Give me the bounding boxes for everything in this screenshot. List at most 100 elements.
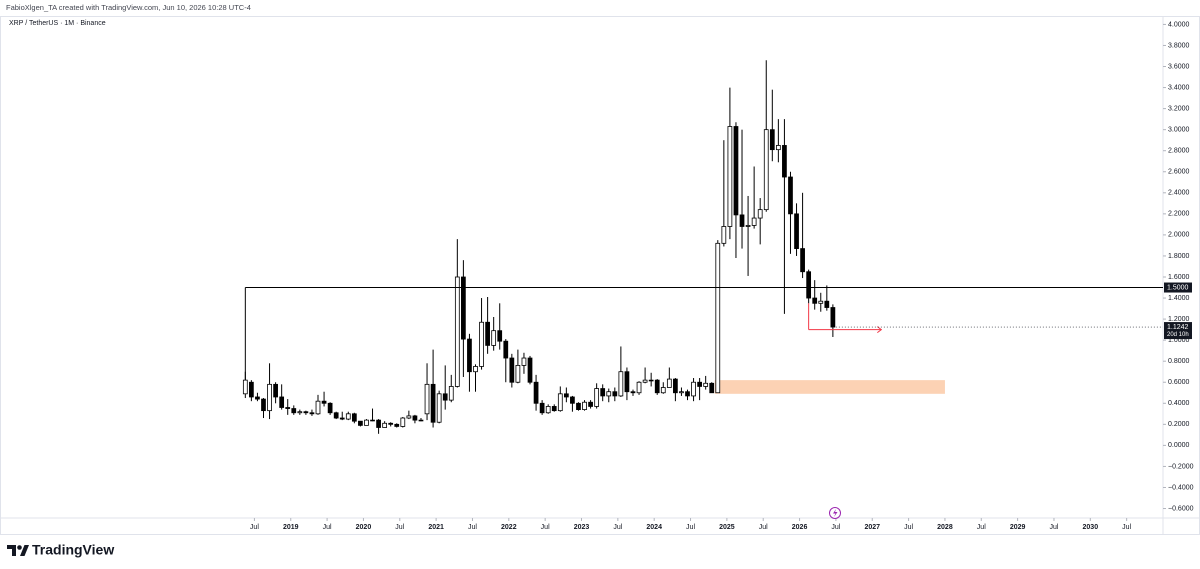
y-tick-label: 0.2000: [1168, 421, 1190, 428]
candle-body: [551, 406, 557, 412]
y-tick-label: 2.4000: [1168, 190, 1190, 197]
x-tick-label: 2025: [719, 524, 735, 531]
candle-body: [545, 406, 551, 414]
candle-body: [691, 381, 696, 397]
x-tick-label: 2028: [937, 524, 953, 531]
candle-body: [654, 379, 660, 394]
x-tick-label: Jul: [1122, 524, 1131, 531]
x-tick-label: Jul: [613, 524, 622, 531]
candle-body: [382, 422, 388, 428]
level-label: 1.5000: [1167, 284, 1189, 291]
candle-body: [630, 391, 636, 394]
x-tick-label: Jul: [323, 524, 332, 531]
candle-body: [600, 388, 606, 397]
candle-body: [339, 417, 345, 420]
candle-body: [297, 411, 303, 414]
candle-body: [400, 417, 406, 427]
candle-body: [703, 382, 709, 387]
y-tick-label: −0.2000: [1168, 463, 1194, 470]
candle-body: [709, 382, 715, 394]
candle-body: [624, 371, 630, 393]
y-tick-label: 0.6000: [1168, 379, 1190, 386]
y-tick-label: 0.4000: [1168, 400, 1190, 407]
candle-body: [733, 126, 739, 216]
y-tick-label: 0.8000: [1168, 358, 1190, 365]
y-tick-label: 1.0000: [1168, 337, 1190, 344]
candle-body: [527, 357, 533, 383]
candle-body: [473, 366, 478, 373]
candle-body: [255, 396, 260, 400]
level-label-bg: [1164, 282, 1192, 293]
candle-body: [406, 415, 412, 419]
candle-body: [824, 300, 830, 308]
x-tick-label: 2030: [1083, 524, 1099, 531]
tradingview-logo: TradingView: [7, 542, 114, 558]
candle-body: [782, 145, 787, 178]
candle-body: [467, 338, 472, 373]
y-tick-label: 3.8000: [1168, 42, 1190, 49]
candle-body: [751, 217, 757, 226]
candle-body: [794, 213, 799, 249]
x-tick-label: Jul: [1049, 524, 1058, 531]
candle-body: [309, 412, 315, 415]
candle-body: [491, 330, 497, 346]
candle-body: [285, 407, 291, 409]
candle-body: [570, 396, 575, 404]
candle-body: [267, 383, 272, 412]
demand-zone: [714, 380, 945, 394]
last-price-label: 1.1242: [1167, 324, 1189, 331]
x-tick-label: 2027: [864, 524, 880, 531]
y-tick-label: 1.6000: [1168, 274, 1190, 281]
candle-body: [515, 365, 521, 383]
x-tick-label: Jul: [250, 524, 259, 531]
x-tick-label: Jul: [468, 524, 477, 531]
candle-body: [642, 379, 648, 383]
candle-body: [291, 408, 297, 414]
candle-body: [539, 402, 545, 414]
candle-body: [242, 379, 248, 395]
candle-body: [454, 276, 460, 387]
candle-body: [806, 271, 812, 299]
candle-body: [315, 400, 321, 415]
brand: TradingView: [32, 542, 114, 558]
candle-body: [509, 357, 515, 383]
candle-body: [358, 420, 363, 426]
candle-body: [563, 393, 569, 398]
candle-body: [745, 225, 751, 227]
candle-body: [818, 300, 824, 304]
y-tick-label: 2.6000: [1168, 169, 1190, 176]
candle-body: [739, 214, 745, 227]
candle-body: [636, 381, 642, 394]
candle-body: [588, 401, 593, 407]
x-tick-label: 2023: [574, 524, 590, 531]
candle-body: [697, 381, 702, 387]
candle-body: [442, 393, 448, 401]
y-tick-label: 3.2000: [1168, 105, 1190, 112]
candle-body: [345, 413, 351, 420]
candle-body: [418, 419, 424, 422]
candle-body: [388, 422, 394, 425]
candle-body: [430, 383, 436, 423]
symbol-title: XRP / TetherUS · 1M · Binance: [9, 20, 106, 27]
candle-body: [727, 126, 733, 227]
y-tick-label: 1.2000: [1168, 316, 1190, 323]
candle-body: [412, 415, 418, 421]
y-tick-label: 2.2000: [1168, 211, 1190, 218]
candle-body: [648, 379, 654, 382]
candle-body: [612, 391, 618, 397]
candle-body: [618, 371, 624, 397]
x-tick-label: 2024: [646, 524, 662, 531]
candle-body: [606, 391, 612, 397]
candle-body: [557, 393, 563, 412]
y-tick-label: 3.6000: [1168, 63, 1190, 70]
last-price-bg: [1164, 322, 1192, 340]
y-tick-label: 1.8000: [1168, 253, 1190, 260]
candle-body: [715, 242, 721, 394]
candle-body: [436, 393, 442, 423]
y-tick-label: 4.0000: [1168, 21, 1190, 28]
candle-body: [351, 413, 357, 422]
y-tick-label: 1.4000: [1168, 295, 1190, 302]
candle-body: [800, 248, 805, 273]
